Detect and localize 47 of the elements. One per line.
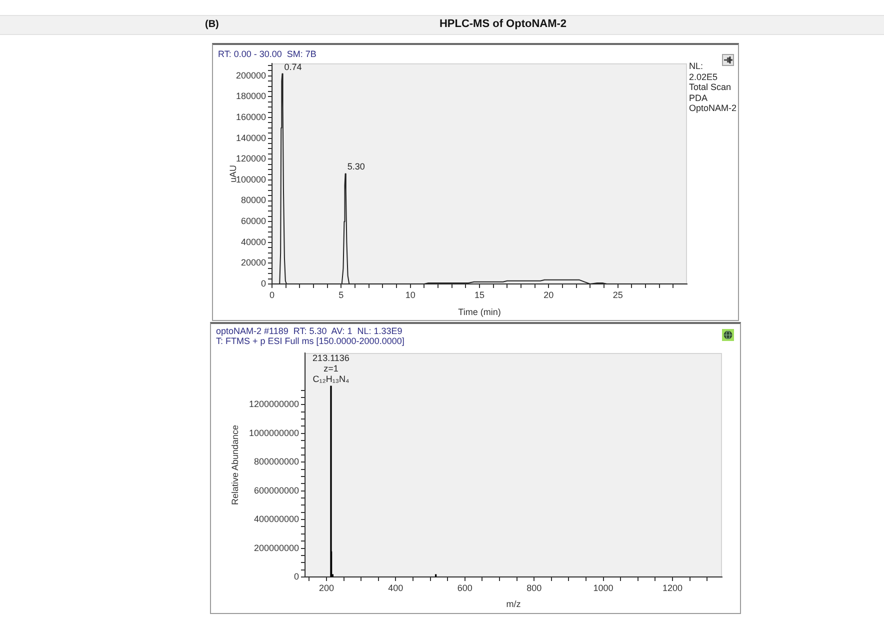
y-tick-label: 400000000 xyxy=(254,514,299,524)
annotation: 213.1136 xyxy=(312,353,350,364)
y-tick-label: 120000 xyxy=(236,154,266,164)
text: NL: xyxy=(689,61,704,72)
y-tick-label: 600000000 xyxy=(254,485,299,496)
y-axis-title: Relative Abundance xyxy=(230,424,240,506)
x-tick-label: 15 xyxy=(474,290,485,300)
text: OptoNAM-2 xyxy=(689,103,737,114)
y-tick-label: 60000 xyxy=(240,216,266,226)
y-tick-label: 20000 xyxy=(240,258,266,268)
text: 2.02E5 xyxy=(689,72,719,82)
x-tick-label: 1200 xyxy=(662,582,683,593)
y-tick-label: 1000000000 xyxy=(248,428,299,438)
y-tick-label: 100000 xyxy=(236,174,266,184)
annotation: 0.74 xyxy=(284,62,302,72)
x-tick-label: 600 xyxy=(457,582,472,593)
annotation: 5.30 xyxy=(347,162,365,172)
chart-subtitle: optoNAM-2 #1189 RT: 5.30 AV: 1 NL: 1.33E9 T: FTMS + p ESI Full ms [150.0000-2000.0000] xyxy=(216,326,404,346)
x-axis-title: Time (min) xyxy=(458,307,501,318)
text: (B) xyxy=(205,19,219,30)
chart-subtitle: RT: 0.00 - 30.00 SM: 7B xyxy=(218,49,316,59)
y-tick-label: 0 xyxy=(260,278,266,288)
x-tick-label: 25 xyxy=(612,290,623,300)
x-tick-label: 800 xyxy=(526,582,542,593)
x-tick-label: 400 xyxy=(388,582,404,593)
y-tick-label: 800000000 xyxy=(254,456,299,467)
text: PDA xyxy=(689,92,709,103)
y-tick-label: 200000000 xyxy=(254,542,299,553)
chart-title: HPLC-MS of OptoNAM-2 xyxy=(439,18,567,30)
x-tick-label: 20 xyxy=(544,290,554,300)
y-tick-label: 1200000000 xyxy=(248,399,299,410)
x-tick-label: 200 xyxy=(318,582,334,593)
y-tick-label: 140000 xyxy=(236,132,266,143)
y-tick-label: 80000 xyxy=(240,195,266,206)
annotation: C₁₂H₁₃N₄ xyxy=(312,374,350,384)
y-axis-title: uAU xyxy=(228,164,238,182)
y-tick-label: 180000 xyxy=(236,91,266,102)
y-tick-label: 200000 xyxy=(236,70,266,80)
x-tick-label: 5 xyxy=(338,290,344,300)
y-tick-label: 0 xyxy=(294,571,299,582)
y-tick-label: 160000 xyxy=(236,112,266,122)
x-tick-label: 1000 xyxy=(593,582,614,593)
x-tick-label: 10 xyxy=(405,290,416,300)
annotation: z=1 xyxy=(324,364,338,374)
text: Total Scan xyxy=(689,82,732,92)
x-axis-title: m/z xyxy=(506,599,522,610)
y-tick-label: 40000 xyxy=(240,236,266,247)
